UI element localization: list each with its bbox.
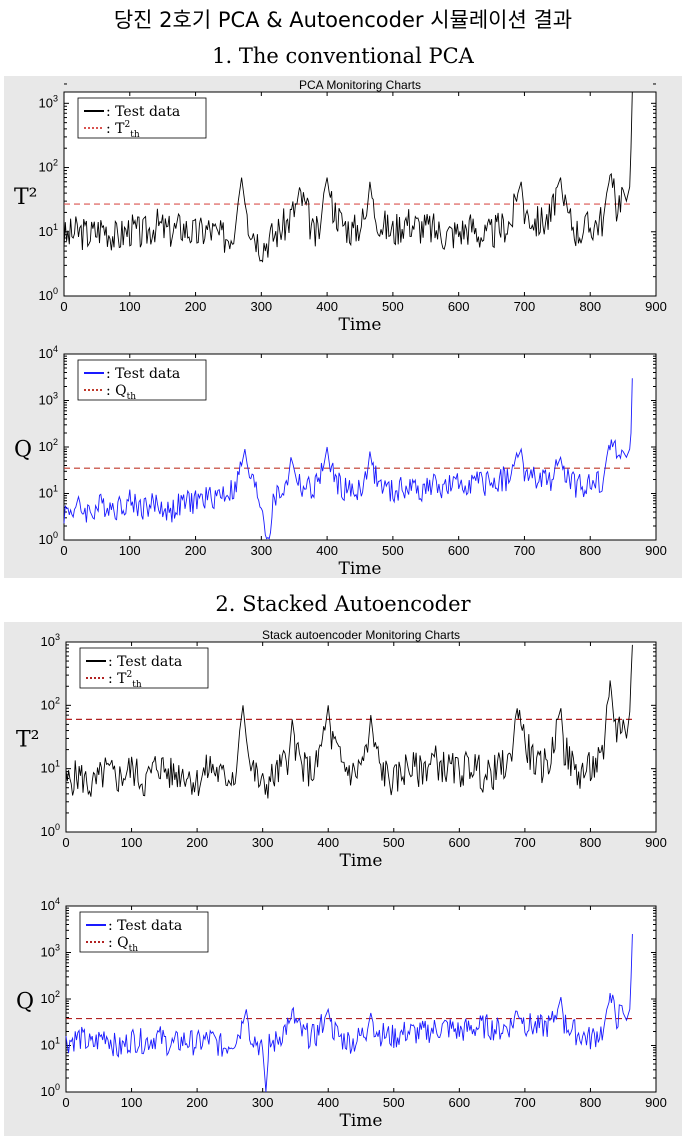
legend-box [77,97,207,139]
legend-box [79,911,209,953]
y-tick-label: 103 [41,632,60,649]
x-tick-label: 800 [580,835,602,850]
x-tick-label: 300 [250,543,272,558]
x-tick-label: 200 [185,299,207,314]
y-tick-label: 103 [39,391,58,408]
autoencoder-panel: Stack autoencoder Monitoring Charts 0 100 2… [4,622,682,1136]
x-tick-label: 500 [383,1095,405,1110]
series-line-test-data [63,378,633,540]
y-axis-label: T² [16,728,40,753]
x-axis-label: Time [340,851,383,871]
x-tick-label: 600 [448,543,470,558]
legend-label-data: : Test data [108,918,182,934]
legend-label-threshold: : T2th [106,120,140,140]
x-tick-label: 500 [382,299,404,314]
x-tick-label: 700 [514,543,536,558]
x-tick-label: 600 [448,835,470,850]
x-tick-label: 800 [580,1095,602,1110]
x-tick-label: 700 [514,299,536,314]
x-tick-label: 100 [121,835,143,850]
y-tick-label: 100 [41,822,60,839]
series-line-test-data [65,644,633,799]
x-tick-label: 300 [250,299,272,314]
x-tick-label: 200 [186,1095,208,1110]
series-line-test-data [65,933,633,1093]
series-line-test-data [63,91,633,263]
legend-label-threshold: : Qth [108,935,138,954]
legend-label-data: : Test data [106,366,180,382]
y-tick-label: 102 [41,989,60,1006]
x-tick-label: 900 [645,299,667,314]
y-tick-label: 101 [39,222,58,239]
x-tick-label: 300 [252,835,274,850]
section-title-pca: 1. The conventional PCA [212,44,474,68]
y-tick-label: 103 [41,943,60,960]
x-tick-label: 900 [645,543,667,558]
chart-2: 0 100 200 300 400 500 600 700 800 900100101102103… [14,344,667,578]
x-tick-label: 800 [579,543,601,558]
x-tick-label: 900 [645,835,667,850]
x-tick-label: 100 [119,299,141,314]
x-tick-label: 300 [252,1095,274,1110]
legend-label-threshold: : Qth [106,383,136,402]
x-tick-label: 400 [316,299,338,314]
chart-title: Stack autoencoder Monitoring Charts [262,628,460,642]
y-tick-label: 103 [39,93,58,110]
x-axis-label: Time [339,559,382,578]
y-tick-label: 100 [39,530,58,547]
y-tick-label: 101 [41,759,60,776]
y-tick-label: 101 [41,1036,60,1053]
legend-box [77,359,207,401]
x-tick-label: 400 [316,543,338,558]
x-tick-label: 200 [186,835,208,850]
chart-title: PCA Monitoring Charts [299,78,421,92]
x-tick-label: 600 [448,1095,470,1110]
x-tick-label: 0 [60,543,67,558]
y-tick-label: 104 [41,896,60,913]
x-tick-label: 600 [448,299,470,314]
chart-4: 0 100 200 300 400 500 600 700 800 900100101102103… [16,896,667,1131]
y-tick-label: 100 [39,286,58,303]
x-tick-label: 100 [121,1095,143,1110]
legend-label-data: : Test data [106,104,180,120]
x-tick-label: 200 [185,543,207,558]
x-tick-label: 900 [645,1095,667,1110]
x-tick-label: 800 [579,299,601,314]
x-tick-label: 400 [317,835,339,850]
page-title: 당진 2호기 PCA & Autoencoder 시뮬레이션 결과 [113,8,573,32]
y-tick-label: 104 [39,344,58,361]
y-tick-label: 102 [39,437,58,454]
x-tick-label: 700 [514,1095,536,1110]
x-axis-label: Time [340,1111,383,1131]
y-tick-label: 101 [39,484,58,501]
y-tick-label: 102 [39,158,58,175]
y-axis-label: Q [16,989,34,1014]
x-tick-label: 0 [62,835,69,850]
x-tick-label: 0 [60,299,67,314]
x-tick-label: 400 [317,1095,339,1110]
x-tick-label: 700 [514,835,536,850]
x-tick-label: 100 [119,543,141,558]
x-tick-label: 500 [383,835,405,850]
y-axis-label: T² [14,185,38,210]
y-axis-label: Q [14,437,32,462]
legend-label-threshold: : T2th [108,670,142,690]
section-title-autoencoder: 2. Stacked Autoencoder [215,592,471,616]
legend-box [79,647,209,689]
x-tick-label: 0 [62,1095,69,1110]
y-tick-label: 100 [41,1082,60,1099]
pca-panel: PCA Monitoring Charts 0 100 200 300 400 500 600… [4,76,682,578]
x-tick-label: 500 [382,543,404,558]
x-axis-label: Time [339,315,382,335]
legend-label-data: : Test data [108,654,182,670]
y-tick-label: 102 [41,695,60,712]
